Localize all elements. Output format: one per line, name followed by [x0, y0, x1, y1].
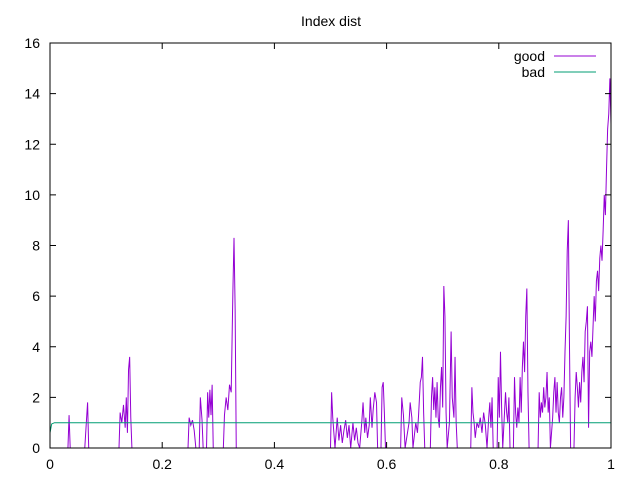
x-tick-label: 1: [607, 456, 615, 472]
y-tick-label: 10: [24, 187, 40, 203]
series-line-good: [67, 78, 612, 449]
x-tick-label: 0.6: [377, 456, 397, 472]
y-tick-label: 12: [24, 136, 40, 152]
x-tick-label: 0: [46, 456, 54, 472]
y-tick-label: 0: [32, 440, 40, 456]
plot-series: [49, 78, 612, 449]
legend-label-bad: bad: [522, 64, 545, 80]
chart-title: Index dist: [301, 13, 361, 29]
series-line-bad: [49, 422, 611, 433]
x-tick-label: 0.8: [489, 456, 509, 472]
y-tick-label: 4: [32, 339, 40, 355]
legend-label-good: good: [514, 48, 545, 64]
y-tick-label: 2: [32, 389, 40, 405]
y-tick-label: 14: [24, 86, 40, 102]
y-tick-label: 16: [24, 35, 40, 51]
x-tick-label: 0.2: [152, 456, 172, 472]
y-tick-label: 8: [32, 238, 40, 254]
x-tick-label: 0.4: [265, 456, 285, 472]
y-tick-label: 6: [32, 288, 40, 304]
